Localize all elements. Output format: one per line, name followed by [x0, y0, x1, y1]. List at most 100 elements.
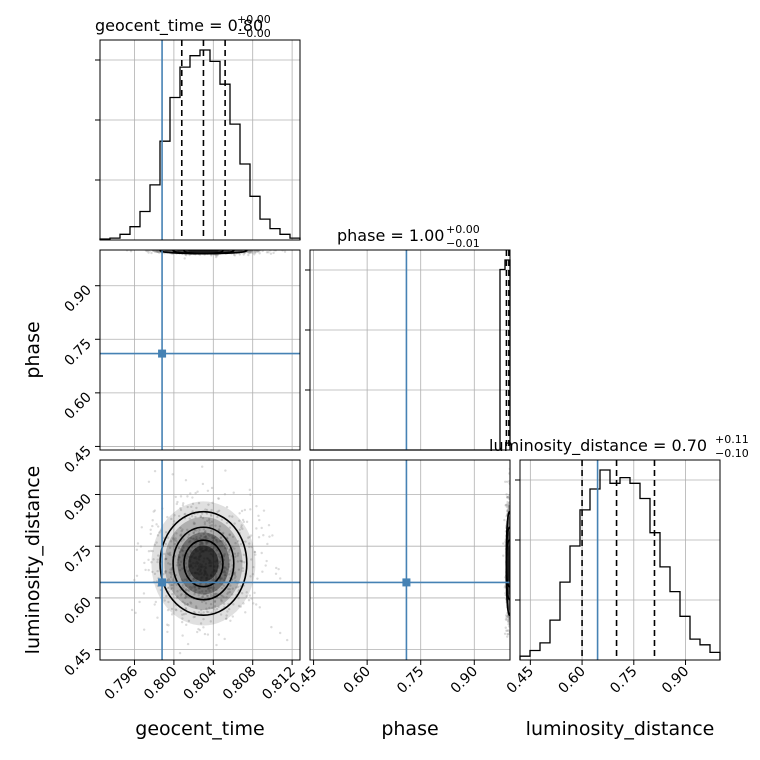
scatter-point	[285, 638, 289, 642]
scatter-point	[177, 556, 181, 559]
scatter-point	[213, 592, 217, 596]
scatter-point	[507, 505, 510, 508]
scatter-point	[191, 537, 195, 540]
scatter-point	[181, 600, 184, 603]
scatter-point	[510, 567, 512, 569]
scatter-point	[155, 250, 159, 253]
scatter-point	[214, 592, 218, 595]
scatter-point	[219, 556, 222, 559]
histogram-luminosity_distance	[519, 469, 721, 660]
scatter-point	[205, 542, 208, 546]
scatter-point	[506, 509, 509, 513]
scatter-point	[223, 578, 226, 582]
scatter-point	[202, 626, 205, 629]
scatter-point	[180, 548, 184, 551]
scatter-point	[202, 528, 206, 531]
scatter-point	[511, 544, 513, 546]
scatter-point	[170, 607, 174, 611]
scatter-point	[228, 533, 232, 537]
scatter-point	[206, 594, 209, 598]
scatter-point	[238, 519, 241, 522]
scatter-point	[217, 555, 221, 558]
scatter-point	[510, 561, 512, 563]
scatter-point	[169, 568, 172, 571]
scatter-point	[178, 569, 182, 572]
scatter-point	[208, 524, 212, 527]
title-luminosity-distance: luminosity_distance = 0.70 +0.11 −0.10	[489, 433, 749, 460]
scatter-point	[212, 536, 216, 540]
scatter-point	[236, 560, 240, 563]
scatter-point	[510, 569, 512, 571]
scatter-point	[511, 537, 513, 539]
scatter-point	[145, 250, 148, 253]
scatter-point	[199, 622, 203, 625]
scatter-point	[253, 251, 256, 254]
scatter-point	[236, 539, 240, 543]
scatter-point	[511, 537, 513, 539]
scatter-point	[166, 579, 169, 583]
scatter-point	[260, 551, 263, 555]
scatter-point	[223, 571, 226, 574]
scatter-point	[166, 536, 170, 539]
scatter-point	[511, 511, 513, 513]
y-tick-label-luminosity_distance-0: 0.45	[61, 646, 94, 679]
scatter-point	[201, 595, 204, 599]
scatter-point	[209, 593, 213, 596]
scatter-point	[180, 578, 183, 581]
scatter-point	[201, 541, 204, 544]
scatter-point	[237, 568, 241, 571]
x-tick-label-geocent_time-1: 0.800	[141, 664, 181, 704]
scatter-point	[510, 515, 512, 517]
scatter-point	[243, 508, 247, 512]
scatter-point	[177, 557, 180, 561]
svg-text:geocent_time = 0.80: geocent_time = 0.80	[95, 16, 263, 36]
scatter-point	[187, 589, 191, 593]
scatter-point	[504, 618, 508, 621]
scatter-point	[510, 569, 512, 571]
scatter-point	[194, 538, 198, 541]
scatter-point	[233, 572, 236, 575]
scatter-point	[224, 566, 227, 569]
scatter-point	[216, 515, 219, 519]
scatter-point	[206, 519, 209, 523]
x-tick-label-phase-2: 0.75	[394, 664, 427, 697]
scatter-point	[510, 519, 512, 521]
scatter-point	[236, 554, 239, 557]
scatter-point	[173, 539, 176, 542]
scatter-point	[197, 531, 201, 534]
scatter-point	[214, 575, 218, 579]
scatter-point	[194, 605, 198, 608]
scatter-point	[233, 576, 236, 580]
contour-2	[183, 539, 224, 588]
scatter-point	[202, 593, 206, 596]
scatter-point	[507, 522, 510, 525]
scatter-point	[247, 250, 250, 253]
scatter-point	[506, 495, 510, 499]
scatter-point	[215, 254, 218, 257]
scatter-point	[182, 538, 185, 541]
scatter-point	[504, 614, 508, 617]
scatter-point	[176, 590, 179, 593]
scatter-point	[511, 498, 513, 500]
truth-marker	[402, 578, 411, 587]
scatter-point	[510, 514, 512, 516]
scatter-point	[209, 586, 212, 589]
scatter-point	[170, 587, 174, 590]
scatter-point	[210, 578, 214, 581]
scatter-point	[196, 490, 199, 493]
scatter-point	[192, 531, 196, 535]
scatter-point	[510, 574, 512, 576]
scatter-point	[226, 610, 229, 613]
scatter-point	[169, 587, 172, 591]
scatter-point	[157, 250, 160, 254]
scatter-point	[204, 602, 208, 605]
scatter-point	[506, 635, 509, 638]
scatter-point	[217, 605, 220, 609]
scatter-point	[210, 524, 214, 527]
scatter-point	[198, 543, 202, 546]
scatter-point	[200, 543, 204, 546]
contour-1	[172, 526, 235, 601]
scatter-point	[504, 626, 507, 629]
scatter-point	[210, 534, 214, 537]
scatter-point	[242, 553, 246, 557]
